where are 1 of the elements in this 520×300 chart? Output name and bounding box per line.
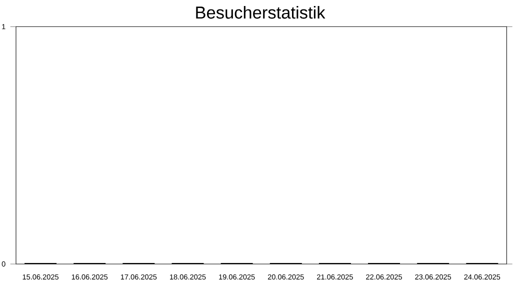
chart-title: Besucherstatistik	[196, 6, 326, 19]
